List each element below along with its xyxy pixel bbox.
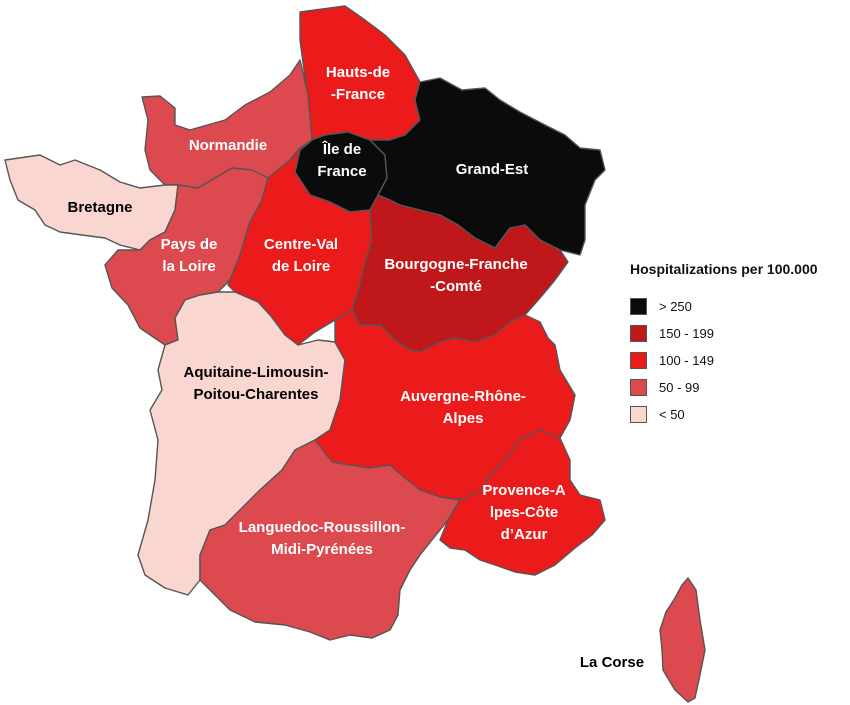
- region-label-aquitaine-limousin-poitou-charentes: Aquitaine-Limousin- Poitou-Charentes: [184, 364, 329, 403]
- region-provence-alpes-cote-dazur: [439, 429, 606, 576]
- region-label-auvergne-rhone-alpes: Auvergne-Rhône- Alpes: [400, 388, 526, 427]
- region-label-line: Aquitaine-Limousin-: [184, 364, 329, 381]
- region-label-line: Centre-Val: [264, 236, 338, 253]
- legend-swatch: [630, 298, 647, 315]
- region-label-line: lpes-Côte: [490, 504, 558, 521]
- region-label-line: Midi-Pyrénées: [271, 541, 373, 558]
- legend-swatch: [630, 325, 647, 342]
- region-label-pays-de-la-loire: Pays de la Loire: [161, 236, 218, 275]
- region-label-line: Alpes: [443, 410, 484, 427]
- region-label-line: France: [317, 163, 366, 180]
- region-label-line: Bourgogne-Franche: [384, 256, 527, 273]
- region-label-line: Pays de: [161, 236, 218, 253]
- region-label-line: la Loire: [162, 258, 215, 275]
- region-label-line: d’Azur: [501, 526, 548, 543]
- legend-item: > 250: [630, 293, 818, 320]
- region-label-line: La Corse: [580, 654, 644, 671]
- legend-swatch: [630, 352, 647, 369]
- legend-label: 50 - 99: [659, 380, 700, 395]
- region-languedoc-roussillon-midi-pyrenees: [199, 439, 461, 641]
- region-label-centre-val-de-loire: Centre-Val de Loire: [264, 236, 338, 275]
- region-label-normandie: Normandie: [189, 137, 267, 154]
- legend-swatch: [630, 379, 647, 396]
- region-label-line: Provence-A: [482, 482, 566, 499]
- region-label-line: Grand-Est: [456, 161, 529, 178]
- legend-label: 100 - 149: [659, 353, 714, 368]
- region-label-line: Île de: [322, 140, 361, 158]
- region-label-ile-de-france: Île de France: [317, 140, 366, 180]
- region-label-line: Normandie: [189, 137, 267, 154]
- region-label-languedoc-roussillon-midi-pyrenees: Languedoc-Roussillon- Midi-Pyrénées: [239, 519, 406, 558]
- region-label-line: -France: [331, 86, 385, 103]
- legend-item: 100 - 149: [630, 347, 818, 374]
- region-label-line: Languedoc-Roussillon-: [239, 519, 406, 536]
- legend-item: < 50: [630, 401, 818, 428]
- region-label-line: Poitou-Charentes: [193, 386, 318, 403]
- region-label-line: de Loire: [272, 258, 330, 275]
- legend-item: 150 - 199: [630, 320, 818, 347]
- legend-item: 50 - 99: [630, 374, 818, 401]
- region-label-line: -Comté: [430, 278, 482, 295]
- region-label-bretagne: Bretagne: [67, 199, 132, 216]
- region-label-grand-est: Grand-Est: [456, 161, 529, 178]
- region-label-provence-alpes-cote-dazur: Provence-A lpes-Côte d’Azur: [482, 482, 566, 543]
- region-label-hauts-de-france: Hauts-de -France: [326, 64, 390, 103]
- legend: Hospitalizations per 100.000 > 250 150 - …: [630, 261, 818, 428]
- legend-swatch: [630, 406, 647, 423]
- region-label-bourgogne-franche-comte: Bourgogne-Franche -Comté: [384, 256, 527, 295]
- region-la-corse: [659, 577, 706, 703]
- region-label-line: Hauts-de: [326, 64, 390, 81]
- region-label-line: Auvergne-Rhône-: [400, 388, 526, 405]
- legend-label: 150 - 199: [659, 326, 714, 341]
- legend-label: < 50: [659, 407, 685, 422]
- region-label-line: Bretagne: [67, 199, 132, 216]
- region-label-la-corse: La Corse: [580, 654, 644, 671]
- legend-label: > 250: [659, 299, 692, 314]
- legend-title: Hospitalizations per 100.000: [630, 261, 818, 277]
